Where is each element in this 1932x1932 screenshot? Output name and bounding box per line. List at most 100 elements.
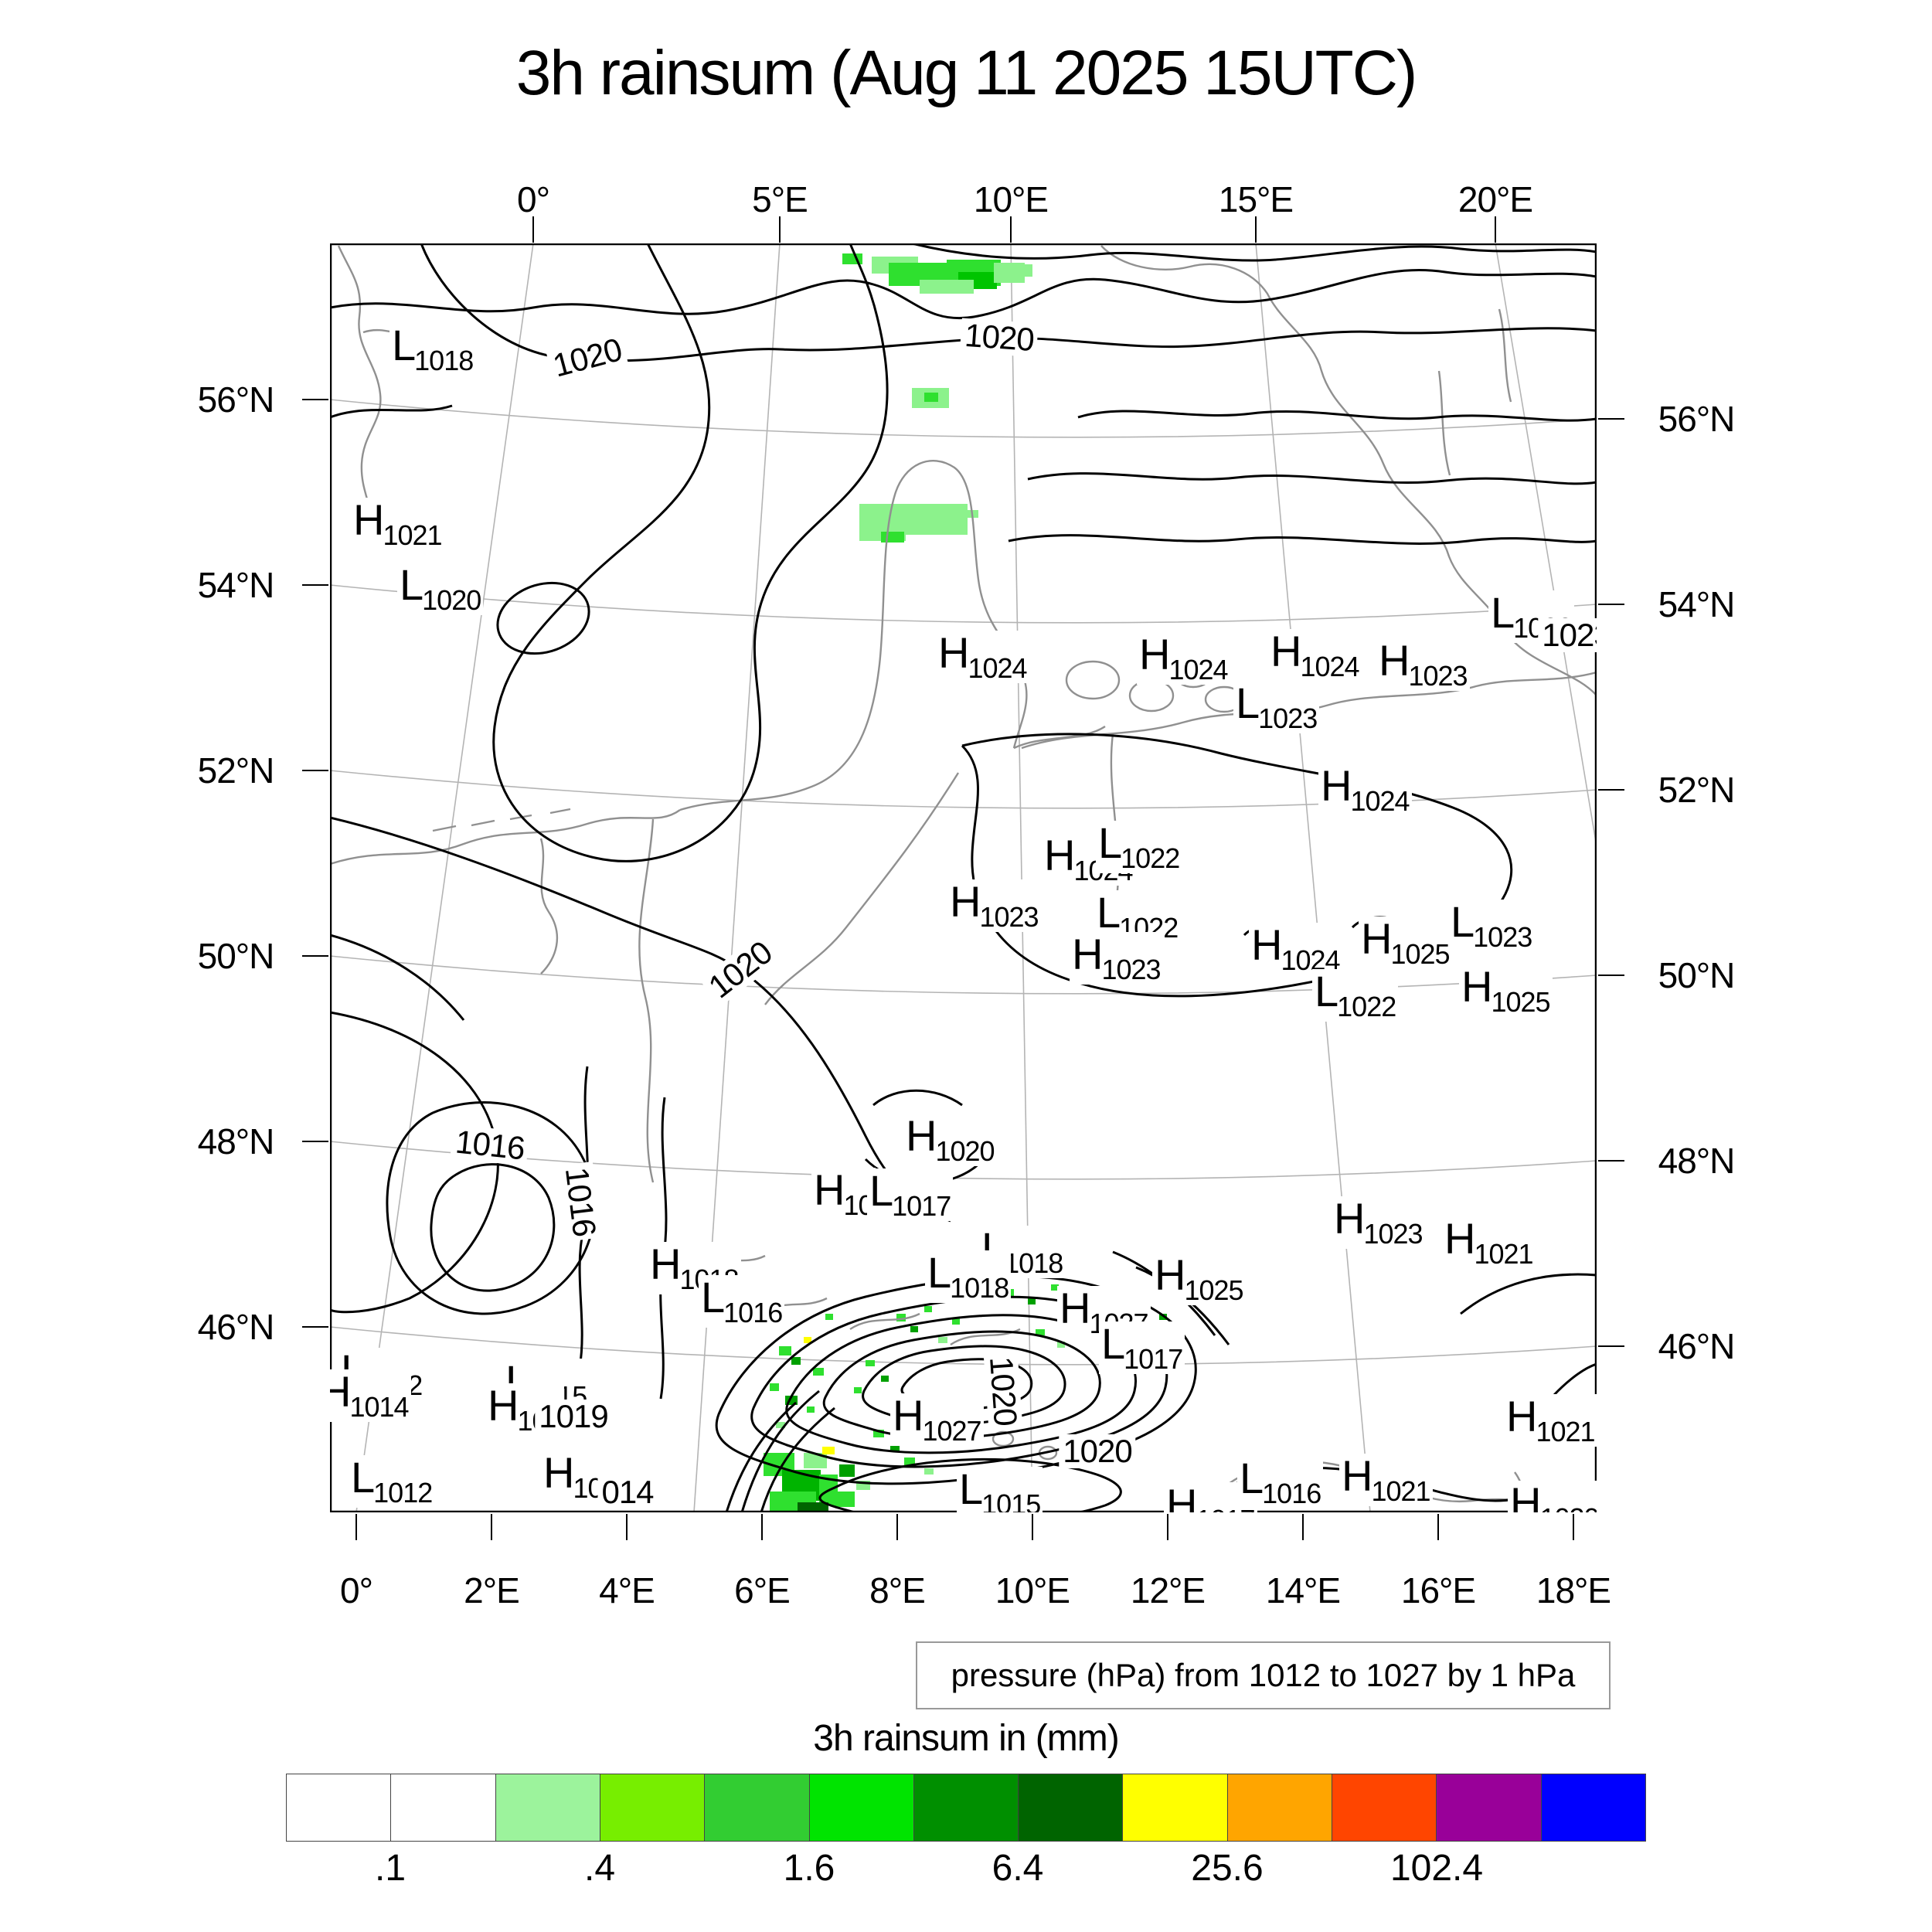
contour-inline-label: 1016 xyxy=(450,1123,530,1167)
axis-tick xyxy=(1032,1514,1033,1540)
pressure-label: H10 xyxy=(811,1168,876,1220)
pressure-label: L1016 xyxy=(699,1273,785,1328)
axis-tick xyxy=(302,584,328,586)
colorbar-segment xyxy=(704,1774,810,1842)
pressure-label: L1023 xyxy=(1233,681,1320,733)
pressure-value: 1017 xyxy=(892,1190,951,1222)
pressure-value: 1023 xyxy=(1408,660,1468,692)
contour-inline-label: 1019 xyxy=(535,1399,612,1434)
right-axis-label: 48°N xyxy=(1658,1141,1736,1181)
axis-tick xyxy=(302,955,328,957)
pressure-letter: L xyxy=(1451,897,1475,946)
pressure-letter: H xyxy=(488,1381,519,1430)
pressure-range-caption: pressure (hPa) from 1012 to 1027 by 1 hP… xyxy=(916,1641,1611,1709)
pressure-value: 1025 xyxy=(1184,1274,1243,1306)
pressure-label: H1024 xyxy=(1137,632,1230,685)
colorbar-tick-label: 102.4 xyxy=(1389,1848,1484,1889)
right-axis-label: 50°N xyxy=(1658,955,1736,995)
axis-tick xyxy=(302,399,328,400)
pressure-label: H1023 xyxy=(1376,638,1470,691)
pressure-value: 1022 xyxy=(1121,842,1180,874)
pressure-letter: H xyxy=(1251,920,1282,969)
pressure-letter: H xyxy=(543,1448,574,1497)
pressure-label: H1024 xyxy=(1249,923,1342,975)
colorbar-tick-label: .1 xyxy=(374,1848,406,1889)
graticule xyxy=(330,243,1597,1512)
pressure-value: 1015 xyxy=(981,1488,1041,1513)
colorbar-segment xyxy=(286,1774,392,1842)
pressure-value: 1023 xyxy=(1473,921,1532,953)
colorbar-segment xyxy=(1122,1774,1228,1842)
pressure-letter: L xyxy=(1101,1319,1125,1368)
bottom-axis-label: 8°E xyxy=(869,1570,926,1611)
pressure-label: H1024 xyxy=(1268,629,1362,682)
axis-tick xyxy=(302,1326,328,1328)
pressure-label: L1018 xyxy=(389,321,476,376)
bottom-axis-label: 4°E xyxy=(599,1570,655,1611)
pressure-letter: H xyxy=(330,1367,351,1416)
pressure-value: 1017 xyxy=(1196,1504,1255,1513)
pressure-label: H1027 xyxy=(890,1393,984,1446)
pressure-value: 1014 xyxy=(349,1391,409,1423)
pressure-letter: L xyxy=(869,1166,893,1215)
pressure-label: H1020 xyxy=(1508,1481,1597,1512)
pressure-letter: H xyxy=(650,1240,681,1288)
axis-tick xyxy=(1598,975,1624,976)
axis-tick xyxy=(779,216,781,243)
pressure-letter: H xyxy=(1461,962,1492,1011)
pressure-letter: L xyxy=(351,1453,375,1502)
right-axis-label: 52°N xyxy=(1658,770,1736,810)
pressure-label: L1017 xyxy=(867,1166,954,1222)
colorbar-segment xyxy=(599,1774,706,1842)
pressure-value: 1020 xyxy=(1539,1502,1597,1513)
pressure-value: 1018 xyxy=(414,345,474,376)
pressure-value: 1020 xyxy=(422,584,481,616)
pressure-letter: H xyxy=(1342,1451,1372,1500)
pressure-label: H1021 xyxy=(1442,1216,1536,1269)
axis-tick xyxy=(1598,418,1624,420)
axis-tick xyxy=(626,1514,628,1540)
pressure-value: 1016 xyxy=(723,1297,783,1328)
pressure-value: 1027 xyxy=(922,1415,981,1447)
pressure-letter: H xyxy=(1060,1284,1090,1332)
pressure-value: 1021 xyxy=(1474,1238,1533,1270)
colorbar xyxy=(286,1774,1646,1842)
pressure-value: 1018 xyxy=(950,1272,1009,1304)
top-axis-label: 20°E xyxy=(1458,179,1533,219)
colorbar-segment xyxy=(1226,1774,1333,1842)
axis-tick xyxy=(1495,216,1496,243)
pressure-letter: H xyxy=(1321,761,1352,810)
axis-tick xyxy=(1167,1514,1168,1540)
pressure-letter: H xyxy=(1379,636,1410,685)
pressure-label: H1021 xyxy=(1339,1454,1433,1506)
pressure-label: H1014 xyxy=(330,1369,411,1422)
pressure-letter: L xyxy=(701,1273,725,1321)
pressure-label: L1022 xyxy=(1312,969,1399,1022)
pressure-value: 1017 xyxy=(1124,1343,1183,1375)
pressure-label: H1025 xyxy=(1152,1253,1246,1305)
pressure-letter: L xyxy=(959,1464,983,1512)
bottom-axis-label: 14°E xyxy=(1265,1570,1341,1611)
pressure-label: L1020 xyxy=(397,563,484,616)
pressure-letter: L xyxy=(392,321,416,369)
pressure-letter: H xyxy=(353,495,384,544)
axis-tick xyxy=(1598,604,1624,605)
colorbar-segment xyxy=(390,1774,496,1842)
contour-inline-label: 1020 xyxy=(699,933,781,1007)
axis-tick xyxy=(1255,216,1257,243)
pressure-letter: L xyxy=(1491,588,1515,637)
pressure-letter: H xyxy=(893,1391,923,1440)
pressure-value: 1021 xyxy=(1371,1475,1430,1507)
axis-tick xyxy=(302,1141,328,1142)
left-axis-label: 46°N xyxy=(197,1307,275,1347)
axis-tick xyxy=(896,1514,898,1540)
contour-inline-label: 1020 xyxy=(983,1351,1024,1431)
pressure-letter: H xyxy=(1444,1214,1475,1263)
colorbar-segment xyxy=(1436,1774,1542,1842)
pressure-value: 1023 xyxy=(979,901,1039,933)
pressure-letter: H xyxy=(814,1165,845,1214)
axis-tick xyxy=(1010,216,1012,243)
pressure-label: H1020 xyxy=(903,1114,997,1166)
axis-tick xyxy=(1302,1514,1304,1540)
